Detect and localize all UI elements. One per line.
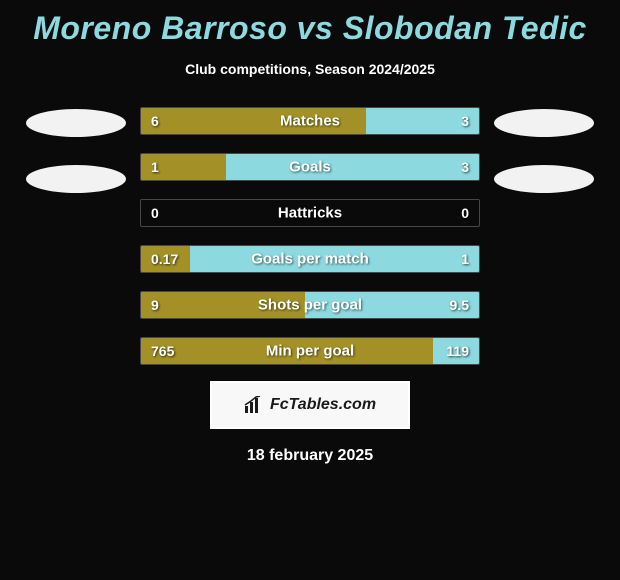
right-fill [226, 154, 480, 180]
right-value: 1 [461, 251, 469, 267]
stat-row: Matches 6 3 [140, 107, 480, 135]
right-value: 3 [461, 113, 469, 129]
subtitle: Club competitions, Season 2024/2025 [0, 61, 620, 77]
right-value: 0 [461, 205, 469, 221]
stat-label: Min per goal [266, 343, 354, 360]
stat-row: Goals 1 3 [140, 153, 480, 181]
stat-row: Shots per goal 9 9.5 [140, 291, 480, 319]
page-title: Moreno Barroso vs Slobodan Tedic [0, 0, 620, 47]
right-value: 119 [446, 343, 469, 359]
stat-row: Min per goal 765 119 [140, 337, 480, 365]
stat-label: Goals per match [251, 251, 369, 268]
left-avatar-ellipse [26, 165, 126, 193]
stat-label: Shots per goal [258, 297, 362, 314]
right-avatar-col [494, 107, 594, 193]
left-avatar-col [26, 107, 126, 193]
watermark-text: FcTables.com [270, 396, 376, 414]
stat-row: Goals per match 0.17 1 [140, 245, 480, 273]
left-value: 765 [151, 343, 174, 359]
bars-column: Matches 6 3 Goals 1 3 Hattricks 0 0 Goals per mat… [140, 107, 480, 365]
comparison-card: Moreno Barroso vs Slobodan Tedic Club co… [0, 0, 620, 580]
left-value: 6 [151, 113, 159, 129]
right-value: 3 [461, 159, 469, 175]
left-value: 0 [151, 205, 159, 221]
bars-icon [244, 396, 264, 414]
watermark: FcTables.com [210, 381, 410, 429]
stat-row: Hattricks 0 0 [140, 199, 480, 227]
left-avatar-ellipse [26, 109, 126, 137]
chart-area: Matches 6 3 Goals 1 3 Hattricks 0 0 Goals per mat… [0, 107, 620, 365]
right-value: 9.5 [450, 297, 469, 313]
left-value: 0.17 [151, 251, 178, 267]
left-value: 9 [151, 297, 159, 313]
stat-label: Matches [280, 113, 340, 130]
stat-label: Hattricks [278, 205, 342, 222]
stat-label: Goals [289, 159, 331, 176]
right-avatar-ellipse [494, 165, 594, 193]
date-text: 18 february 2025 [0, 447, 620, 465]
right-avatar-ellipse [494, 109, 594, 137]
left-value: 1 [151, 159, 159, 175]
